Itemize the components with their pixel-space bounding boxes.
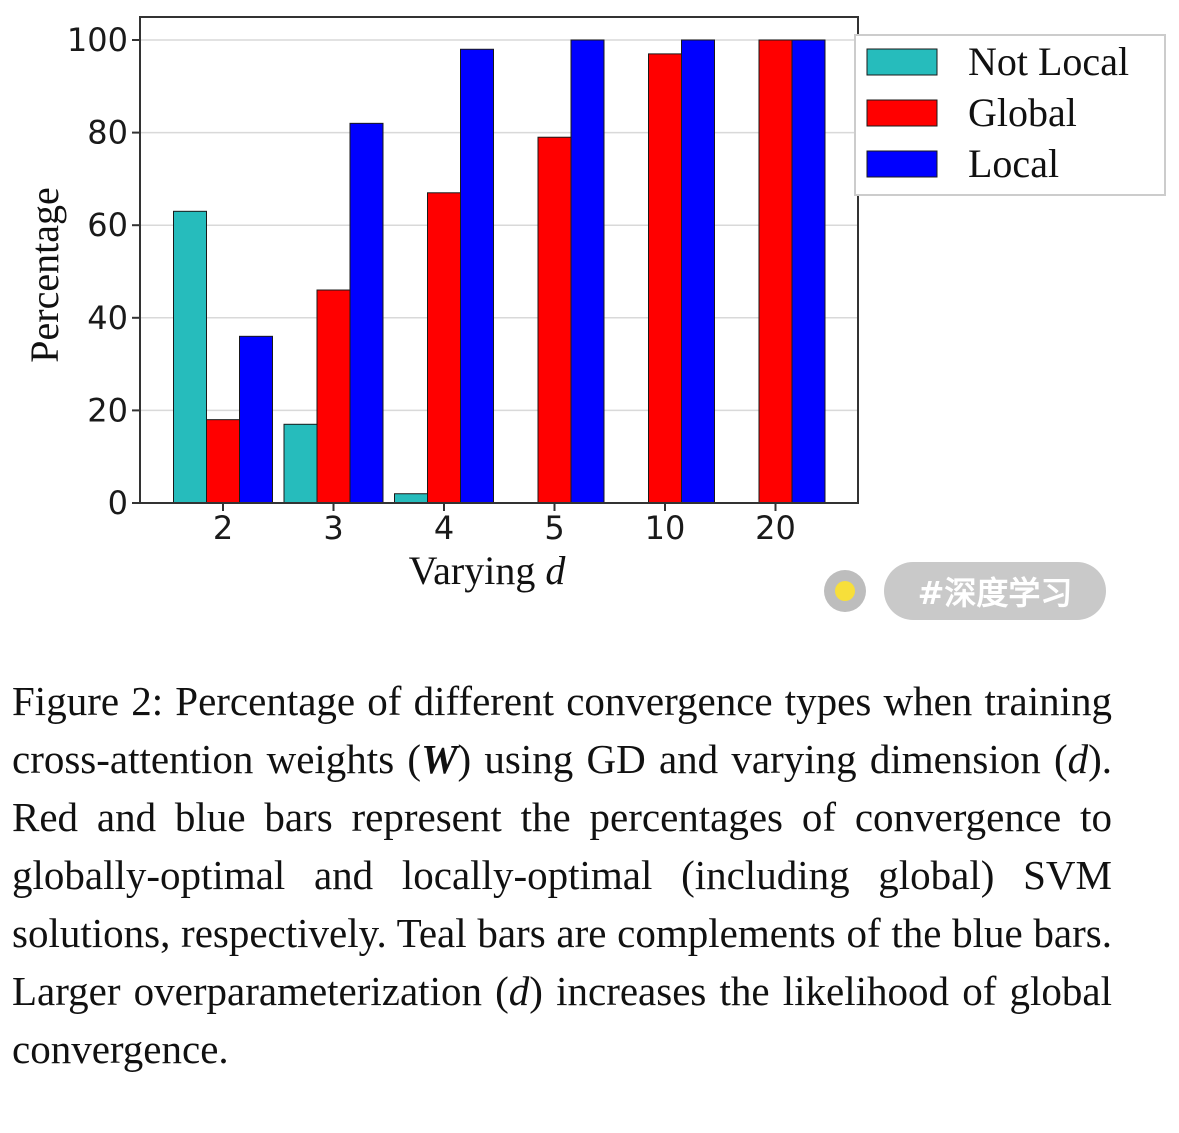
bar-global-4 bbox=[427, 192, 461, 504]
status-dot-inner bbox=[835, 581, 855, 601]
bar-global-2 bbox=[206, 419, 240, 504]
x-tick-label: 4 bbox=[434, 509, 454, 547]
bar-local-5 bbox=[570, 39, 605, 504]
bar-local-20 bbox=[791, 39, 826, 504]
legend-swatch-not-local bbox=[866, 48, 938, 76]
y-axis-ticks: 0 20 40 60 80 100 bbox=[67, 21, 140, 522]
x-axis-title: Varying d bbox=[409, 548, 567, 593]
bar-not-local-4 bbox=[394, 493, 428, 504]
x-tick-label: 20 bbox=[755, 509, 796, 547]
plot-frame bbox=[139, 16, 859, 504]
y-axis-title: Percentage bbox=[22, 187, 67, 362]
bar-global-10 bbox=[648, 53, 682, 504]
bar-global-20 bbox=[758, 39, 793, 504]
bar-local-10 bbox=[681, 39, 715, 504]
y-tick-label: 20 bbox=[87, 391, 128, 429]
x-tick-label: 2 bbox=[213, 509, 233, 547]
bars bbox=[173, 39, 826, 504]
y-tick-label: 0 bbox=[108, 484, 128, 522]
x-axis-ticks: 2 3 4 5 10 20 bbox=[213, 503, 796, 547]
y-tick-label: 80 bbox=[87, 114, 128, 152]
legend-label: Local bbox=[968, 141, 1059, 186]
x-tick-label: 10 bbox=[645, 509, 686, 547]
y-tick-label: 60 bbox=[87, 206, 128, 244]
x-tick-label: 5 bbox=[544, 509, 564, 547]
legend: Not Local Global Local bbox=[854, 34, 1166, 196]
legend-label: Global bbox=[968, 90, 1077, 135]
y-tick-label: 100 bbox=[67, 21, 128, 59]
y-tick-label: 40 bbox=[87, 299, 128, 337]
bar-local-4 bbox=[460, 48, 494, 504]
figure-caption: Figure 2: Percentage of different conver… bbox=[12, 678, 1113, 1072]
hashtag-badge[interactable]: #深度学习 bbox=[884, 562, 1106, 620]
legend-swatch-global bbox=[866, 99, 938, 127]
bar-not-local-2 bbox=[173, 210, 207, 504]
status-dot bbox=[824, 570, 866, 612]
bar-local-2 bbox=[239, 335, 273, 504]
bar-global-3 bbox=[316, 289, 351, 504]
bar-chart: 0 20 40 60 80 100 2 3 4 5 10 20 Percentage Varying… bbox=[22, 16, 1166, 593]
legend-label: Not Local bbox=[968, 39, 1129, 84]
bar-global-5 bbox=[537, 136, 572, 504]
legend-swatch-local bbox=[866, 150, 938, 178]
x-tick-label: 3 bbox=[323, 509, 343, 547]
bar-local-3 bbox=[349, 122, 384, 504]
bar-not-local-3 bbox=[283, 423, 318, 504]
